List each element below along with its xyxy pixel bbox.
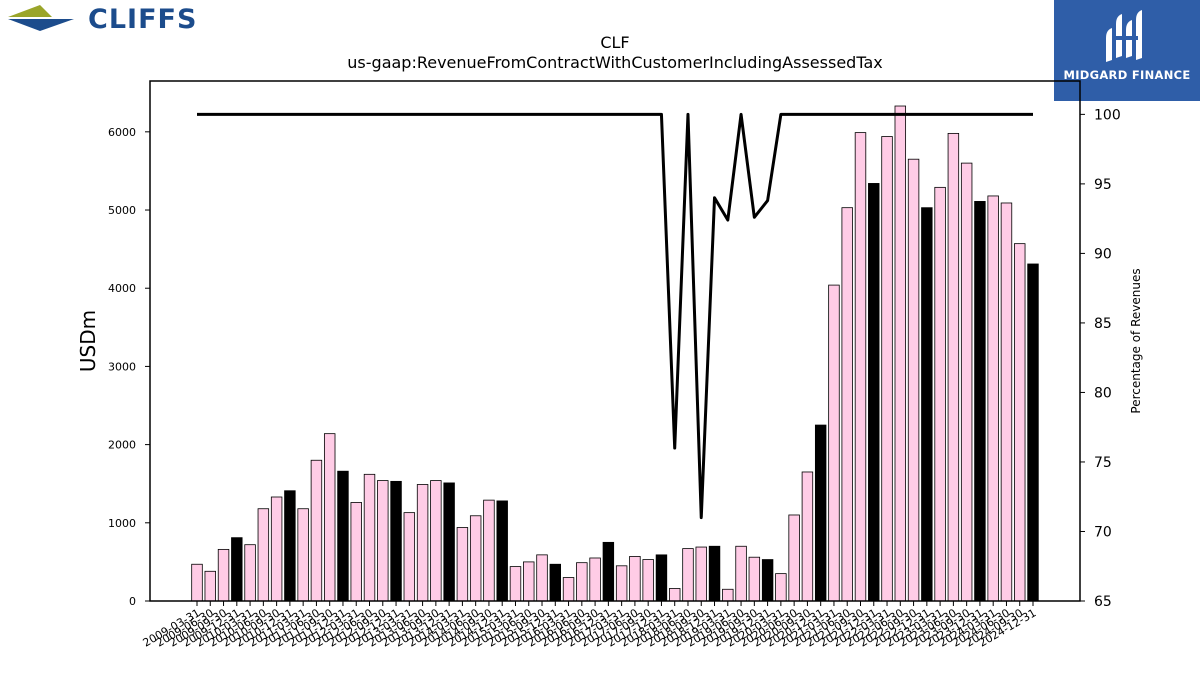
bar-2021-06-30 (841, 207, 853, 602)
bar-2018-12-31 (708, 545, 721, 602)
bar-2010-03-31 (244, 544, 256, 602)
cliffs-logo-mark-top (8, 5, 52, 17)
bar-2023-06-30 (947, 132, 960, 602)
y2-tick-label-100: 100 (1094, 107, 1121, 123)
bar-2016-12-31 (602, 541, 615, 602)
bar-2016-09-30 (589, 557, 601, 602)
bar-2011-03-31 (297, 508, 309, 602)
bar-2016-03-31 (562, 577, 575, 602)
bar-2012-09-30 (377, 480, 389, 602)
bar-2013-12-31 (443, 482, 455, 602)
y2-tick-label-90: 90 (1094, 246, 1112, 262)
bar-2023-09-30 (960, 162, 973, 602)
bar-2019-09-30 (748, 556, 761, 602)
bar-2018-03-31 (669, 588, 681, 602)
bar-2014-03-31 (456, 527, 469, 602)
y-tick-label-3000: 3000 (108, 360, 136, 373)
y2-tick-label-85: 85 (1094, 316, 1112, 332)
bar-2021-09-30 (854, 132, 867, 602)
bar-2015-06-30 (523, 561, 535, 602)
bar-2020-09-30 (801, 471, 814, 602)
bar-series (191, 105, 1039, 602)
chart-title: CLF (600, 33, 629, 52)
midgard-logo-mark (1106, 10, 1142, 62)
bar-2017-06-30 (629, 556, 641, 602)
bar-2019-06-30 (735, 545, 747, 602)
bar-2015-12-31 (549, 563, 561, 602)
y-tick-label-0: 0 (129, 595, 136, 608)
bar-2023-12-31 (974, 201, 986, 602)
chart-subtitle: us-gaap:RevenueFromContractWithCustomerI… (347, 53, 882, 72)
y2-tick-label-65: 65 (1094, 594, 1112, 610)
bar-2022-03-31 (881, 136, 893, 602)
y-tick-label-2000: 2000 (108, 439, 136, 452)
bar-2015-03-31 (509, 566, 522, 602)
bar-2009-06-30 (204, 570, 216, 602)
bar-2010-12-31 (284, 490, 296, 602)
bar-2024-03-31 (987, 195, 999, 602)
bar-2013-06-30 (416, 484, 429, 602)
bar-2009-03-31 (191, 563, 203, 602)
bar-2019-03-31 (722, 588, 734, 602)
bar-2024-12-31 (1027, 263, 1039, 602)
bar-2024-06-30 (1000, 202, 1013, 602)
bar-2021-03-31 (828, 284, 840, 602)
y-tick-label-6000: 6000 (108, 126, 136, 139)
bar-2015-09-30 (536, 554, 548, 602)
bar-2014-09-30 (483, 499, 495, 602)
bar-2011-06-30 (310, 459, 323, 602)
y-tick-label-1000: 1000 (108, 517, 136, 530)
cliffs-logo: CLIFFS (8, 4, 197, 35)
y2-tick-label-95: 95 (1094, 177, 1112, 193)
bar-2017-12-31 (655, 554, 668, 602)
bar-2020-12-31 (814, 424, 827, 602)
axes: 0 1000 2000 3000 4000 5000 6000 65 70 75 80 85 90 95 1… (108, 80, 1121, 650)
y2-axis-label: Percentage of Revenues (1129, 268, 1143, 413)
bar-2014-06-30 (469, 515, 482, 602)
bar-2018-06-30 (682, 548, 694, 602)
percentage-line-layer (197, 112, 1033, 520)
cliffs-logo-mark-bottom (8, 19, 74, 31)
bar-2020-03-31 (775, 573, 787, 602)
bar-2024-09-30 (1014, 243, 1026, 602)
y2-tick-label-70: 70 (1094, 524, 1112, 540)
bar-2017-03-31 (615, 565, 628, 602)
y2-tick-label-80: 80 (1094, 385, 1112, 401)
y-tick-label-4000: 4000 (108, 282, 136, 295)
bar-2021-12-31 (868, 183, 880, 602)
bar-2016-06-30 (576, 562, 588, 602)
bar-2011-12-31 (337, 470, 349, 602)
cliffs-logo-text: CLIFFS (88, 4, 197, 35)
bar-2017-09-30 (642, 559, 654, 602)
bar-2022-06-30 (894, 105, 907, 602)
bar-2010-06-30 (257, 508, 270, 602)
bar-2009-09-30 (217, 548, 230, 602)
y-axis-label: USDm (76, 310, 100, 372)
bar-2022-09-30 (907, 158, 920, 602)
bar-2013-03-31 (403, 512, 416, 602)
bar-2012-06-30 (363, 473, 376, 602)
percentage-of-revenues-line (197, 112, 1033, 520)
midgard-logo-text: MIDGARD FINANCE (1063, 68, 1191, 82)
y2-tick-label-75: 75 (1094, 455, 1112, 471)
y-tick-label-5000: 5000 (108, 204, 136, 217)
bar-2022-12-31 (921, 207, 933, 602)
plot-frame (149, 80, 1081, 602)
bar-2023-03-31 (934, 186, 946, 602)
bar-2019-12-31 (761, 559, 774, 602)
bar-2013-09-30 (430, 480, 442, 602)
bar-2014-12-31 (496, 500, 508, 602)
bar-2020-06-30 (788, 514, 800, 602)
bar-2010-09-30 (270, 496, 283, 602)
bar-2012-03-31 (350, 502, 362, 602)
midgard-finance-logo: MIDGARD FINANCE (1054, 0, 1200, 101)
bar-2018-09-30 (695, 546, 707, 602)
bar-2012-12-31 (390, 480, 402, 602)
bar-2009-12-31 (231, 537, 243, 602)
bar-2011-09-30 (323, 433, 336, 602)
